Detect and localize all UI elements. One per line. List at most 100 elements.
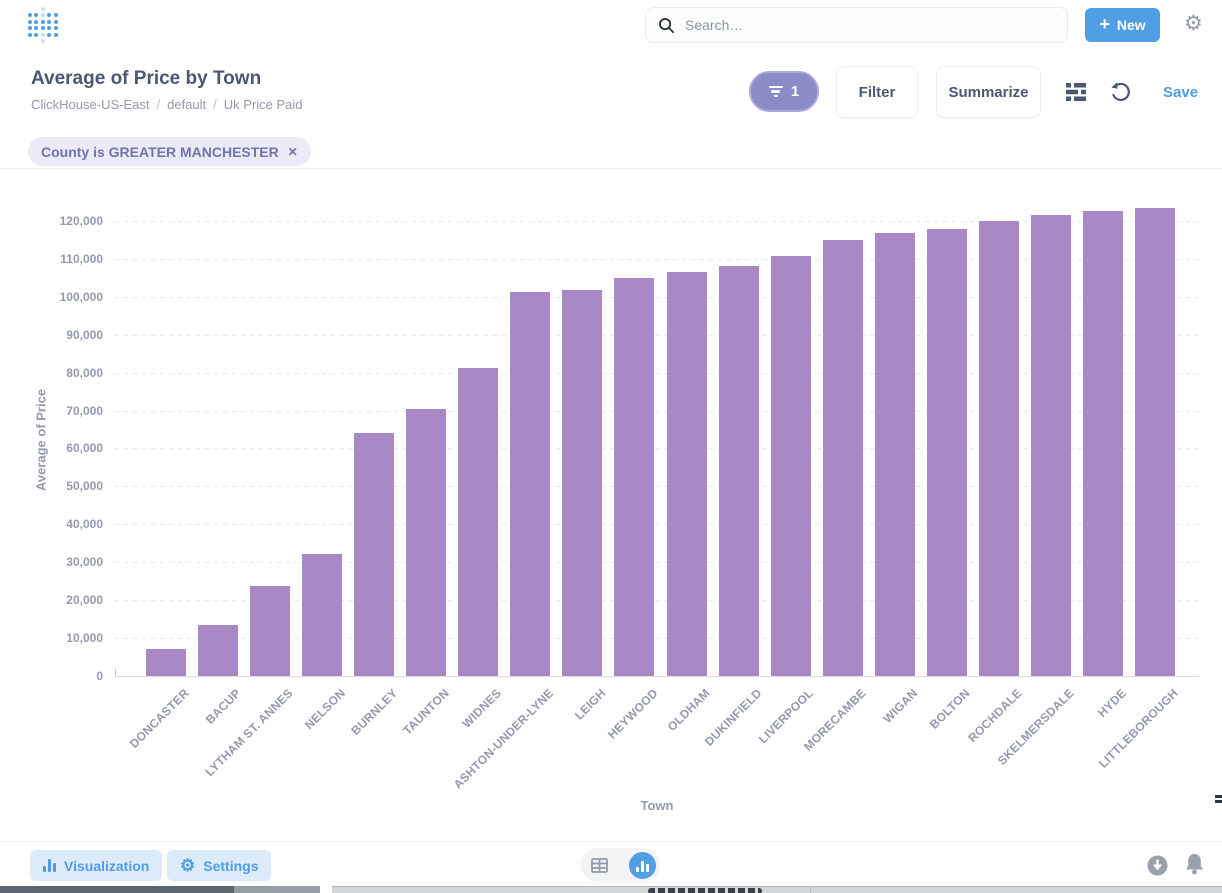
filter-count-pill[interactable]: 1 — [749, 71, 819, 112]
y-axis-tick-label: 30,000 — [66, 555, 103, 570]
chart-bar[interactable] — [874, 233, 915, 676]
funnel-icon — [768, 85, 783, 98]
bell-icon[interactable] — [1185, 853, 1204, 875]
divider — [320, 886, 332, 893]
filter-count: 1 — [790, 83, 800, 100]
remove-filter-icon[interactable]: ✕ — [287, 144, 298, 159]
chart-bar[interactable] — [406, 408, 447, 676]
chart-bar[interactable] — [198, 625, 239, 676]
x-axis-tick-label: HYDE — [1094, 686, 1129, 721]
chart-bar[interactable] — [1082, 211, 1123, 676]
chart-bar[interactable] — [562, 289, 603, 676]
x-axis-tick-label: WIGAN — [880, 686, 921, 726]
breadcrumb-schema[interactable]: default — [167, 97, 207, 112]
top-header: + New ⚙ — [0, 0, 1222, 50]
chart-bar[interactable] — [510, 291, 551, 676]
right-edge-marker — [1215, 795, 1222, 803]
y-gridline — [115, 372, 1199, 374]
bar-chart-icon — [636, 859, 649, 872]
x-axis-tick-label: OLDHAM — [664, 686, 713, 734]
chart-bar[interactable] — [146, 649, 186, 676]
bar-chart-icon — [43, 859, 56, 872]
bar-chart: Average of Price 0 10,000 20,000 30,000 40,00… — [0, 169, 1222, 842]
settings-label: Settings — [203, 857, 259, 874]
search-input[interactable] — [685, 17, 1055, 33]
settings-button[interactable]: ⚙ Settings — [167, 850, 272, 881]
search-bar[interactable] — [645, 7, 1068, 43]
chart-bar[interactable] — [354, 433, 395, 676]
y-gridline — [115, 638, 1199, 640]
metabase-logo-icon[interactable] — [28, 7, 58, 43]
new-button[interactable]: + New — [1085, 8, 1160, 42]
gear-icon: ⚙ — [180, 856, 196, 875]
x-axis-tick-label: LYTHAM ST. ANNES — [202, 686, 297, 780]
scrollbar-track — [234, 886, 320, 893]
chart-bar[interactable] — [822, 240, 863, 676]
visualization-button[interactable]: Visualization — [30, 850, 163, 881]
x-axis-title: Town — [640, 798, 674, 813]
chart-bar[interactable] — [666, 271, 707, 676]
chart-bar[interactable] — [302, 553, 343, 676]
chart-bar[interactable] — [718, 265, 759, 676]
x-axis-tick-label: BURNLEY — [348, 686, 401, 738]
breadcrumb-separator: / — [213, 97, 217, 112]
y-axis-tick-label: 100,000 — [59, 289, 103, 304]
y-gridline — [115, 410, 1199, 412]
y-gridline — [115, 600, 1199, 602]
chart-bar[interactable] — [926, 228, 967, 676]
x-axis-tick-label: BACUP — [203, 686, 244, 727]
y-axis-tick-label: 80,000 — [66, 365, 103, 380]
question-title-bar: Average of Price by Town ClickHouse-US-E… — [0, 60, 1222, 130]
filter-chip-label: County is GREATER MANCHESTER — [41, 143, 279, 160]
filter-chip-row: County is GREATER MANCHESTER ✕ — [0, 130, 1222, 169]
bottom-toolbar: Visualization ⚙ Settings — [0, 843, 1222, 886]
chart-bar[interactable] — [770, 255, 811, 676]
chart-bar[interactable] — [458, 368, 499, 676]
y-gridline — [115, 448, 1199, 450]
chart-bar[interactable] — [1030, 214, 1071, 676]
y-gridline — [115, 562, 1199, 564]
y-gridline — [115, 220, 1199, 222]
page-title: Average of Price by Town — [31, 68, 262, 89]
download-icon[interactable] — [1146, 854, 1169, 877]
refresh-icon[interactable] — [1110, 82, 1130, 102]
y-gridline — [115, 486, 1199, 488]
filter-chip[interactable]: County is GREATER MANCHESTER ✕ — [28, 137, 311, 166]
summarize-button[interactable]: Summarize — [936, 66, 1041, 118]
y-gridline — [115, 524, 1199, 526]
clipped-text-dots — [648, 888, 762, 893]
divider — [810, 887, 811, 893]
y-axis-tick-label: 0 — [96, 669, 103, 683]
visualization-label: Visualization — [64, 857, 150, 874]
y-gridline — [115, 296, 1199, 298]
y-axis-tick — [115, 669, 116, 676]
breadcrumb-database[interactable]: ClickHouse-US-East — [31, 97, 150, 112]
filter-button[interactable]: Filter — [836, 66, 918, 118]
plus-icon: + — [1099, 14, 1110, 34]
y-axis-tick-label: 90,000 — [66, 327, 103, 342]
settings-gear-icon[interactable]: ⚙ — [1184, 12, 1203, 35]
bottom-clipped-content — [0, 886, 1222, 893]
table-view-icon[interactable] — [591, 857, 608, 873]
y-axis-tick-label: 40,000 — [66, 517, 103, 532]
x-axis-tick-label: NELSON — [301, 686, 349, 733]
save-button[interactable]: Save — [1163, 84, 1199, 101]
notebook-editor-icon[interactable] — [1066, 83, 1086, 101]
breadcrumb-separator: / — [156, 97, 161, 112]
breadcrumb-table[interactable]: Uk Price Paid — [223, 97, 303, 112]
y-axis-tick-label: 70,000 — [66, 403, 103, 418]
chart-bar[interactable] — [250, 585, 291, 676]
chart-view-toggle-active[interactable] — [629, 851, 656, 879]
chart-bar[interactable] — [1134, 207, 1175, 676]
new-button-label: New — [1116, 17, 1146, 33]
y-gridline — [115, 258, 1199, 260]
chart-bar[interactable] — [978, 220, 1019, 676]
y-axis-tick-label: 10,000 — [66, 631, 103, 646]
search-icon — [659, 17, 675, 33]
chart-bar[interactable] — [614, 278, 655, 676]
scrollbar-thumb[interactable] — [0, 886, 234, 893]
y-axis-tick-label: 20,000 — [66, 593, 103, 608]
y-gridline — [115, 334, 1199, 336]
x-axis-tick-label: ASHTON-UNDER-LYNE — [450, 686, 557, 792]
